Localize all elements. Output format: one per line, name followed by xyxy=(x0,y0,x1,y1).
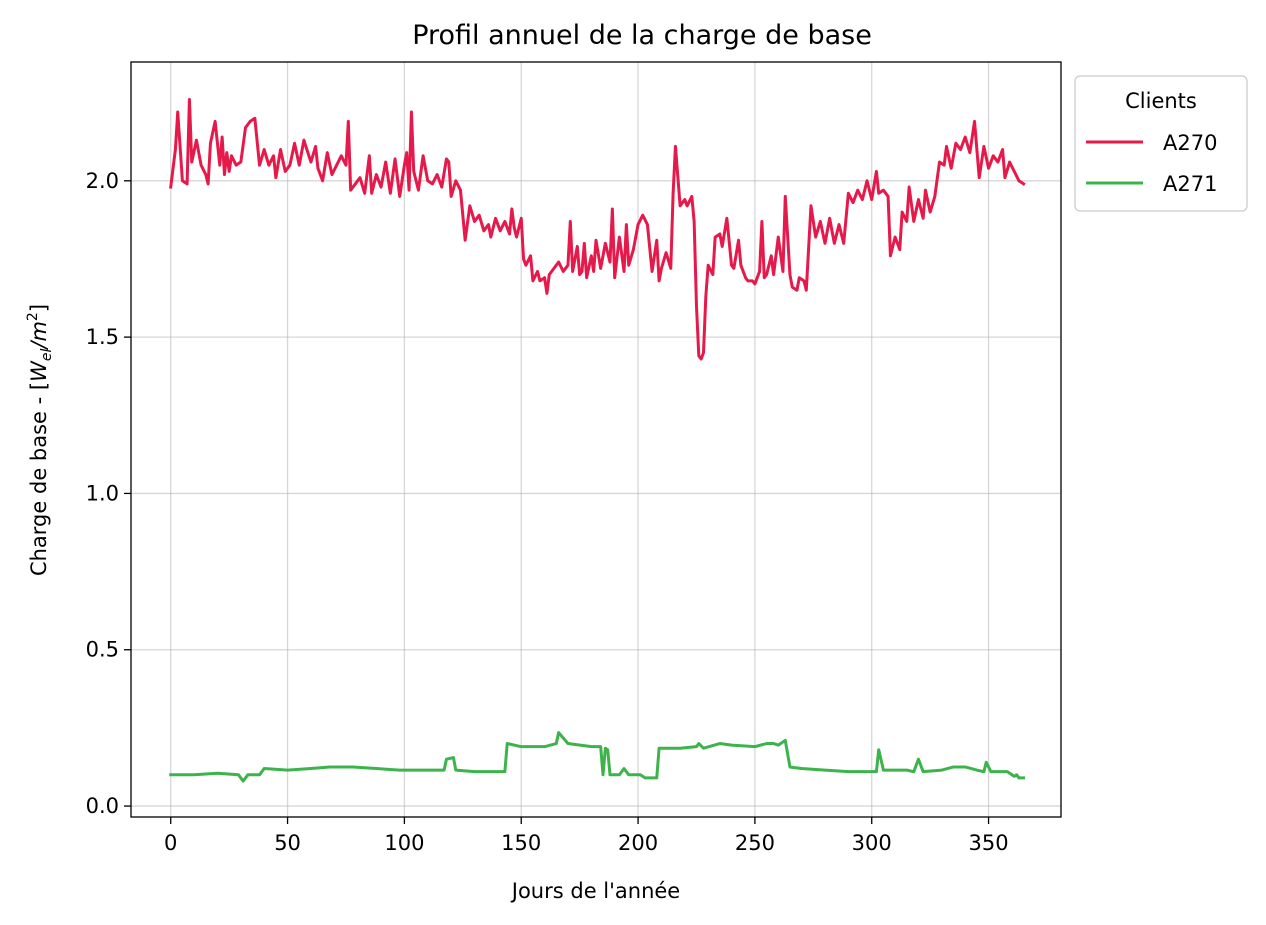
x-axis-title: Jours de l'année xyxy=(510,879,680,903)
chart-title: Profil annuel de la charge de base xyxy=(412,20,872,51)
x-tick-label: 100 xyxy=(384,831,424,855)
x-tick-label: 300 xyxy=(852,831,892,855)
y-tick-label: 0.5 xyxy=(86,638,119,662)
y-axis-title: Charge de base - [Wel/m2] xyxy=(25,304,55,576)
y-tick-label: 1.0 xyxy=(86,481,119,505)
y-axis-title-prefix: Charge de base - [ xyxy=(27,382,51,576)
x-tick-label: 200 xyxy=(618,831,658,855)
x-tick-label: 250 xyxy=(735,831,775,855)
series-line-a271 xyxy=(169,731,1026,783)
x-tick-label: 50 xyxy=(274,831,301,855)
y-axis-title-exponent: 2 xyxy=(25,312,41,321)
legend-label-a270: A270 xyxy=(1163,131,1217,155)
series-line-a270 xyxy=(169,98,1026,361)
series-lines xyxy=(169,98,1026,783)
y-axis-title-m: m xyxy=(27,321,51,341)
y-tick-label: 2.0 xyxy=(86,169,119,193)
grid-lines xyxy=(131,62,1061,817)
y-axis-title-el: el xyxy=(39,349,55,362)
legend-label-a271: A271 xyxy=(1163,172,1217,196)
y-axis-title-w: W xyxy=(27,360,51,382)
y-tick-label: 0.0 xyxy=(86,794,119,818)
legend: Clients A270 A271 xyxy=(1074,75,1248,212)
x-tick-label: 0 xyxy=(164,831,177,855)
y-tick-label: 1.5 xyxy=(86,325,119,349)
x-tick-label: 350 xyxy=(969,831,1009,855)
y-axis-ticks: 0.0 0.5 1.0 1.5 2.0 xyxy=(86,169,131,818)
legend-title: Clients xyxy=(1125,89,1197,113)
plot-area-frame xyxy=(130,61,1062,818)
legend-box xyxy=(1074,75,1248,212)
y-axis-title-suffix: ] xyxy=(27,304,51,312)
x-tick-label: 150 xyxy=(501,831,541,855)
x-axis-ticks: 0 50 100 150 200 250 300 350 xyxy=(164,817,1009,855)
y-axis-title-slash: / xyxy=(27,340,51,351)
